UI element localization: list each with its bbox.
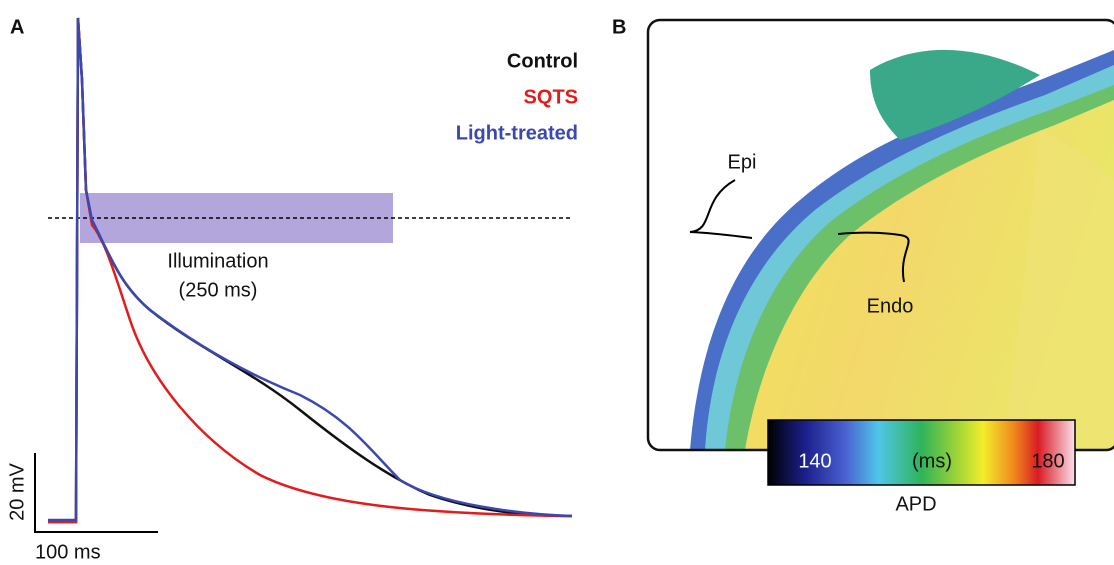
epi-arrow — [690, 180, 752, 238]
panel-label: B — [612, 16, 626, 38]
colorbar-low-label: 140 — [798, 450, 831, 472]
light-treated-trace — [48, 18, 572, 520]
colorbar-title: APD — [895, 493, 936, 515]
endo-label: Endo — [867, 295, 914, 317]
panel-label: A — [10, 16, 24, 38]
illumination-label: Illumination — [167, 250, 268, 272]
epi-label: Epi — [728, 151, 757, 173]
heart-render — [690, 50, 1114, 450]
legend-entry: Control — [507, 50, 578, 72]
colorbar-high-label: 180 — [1031, 450, 1064, 472]
legend-entry: SQTS — [524, 86, 578, 108]
legend-entry: Light-treated — [456, 122, 578, 144]
time-scale-label: 100 ms — [35, 541, 101, 563]
voltage-scale-label: 20 mV — [6, 462, 28, 520]
control-trace — [48, 18, 572, 522]
sqts-trace — [48, 18, 572, 522]
colorbar-unit-label: (ms) — [912, 450, 952, 472]
illumination-duration: (250 ms) — [179, 279, 258, 301]
figure: A Control SQTS Light-treated Illuminatio… — [0, 0, 1114, 565]
